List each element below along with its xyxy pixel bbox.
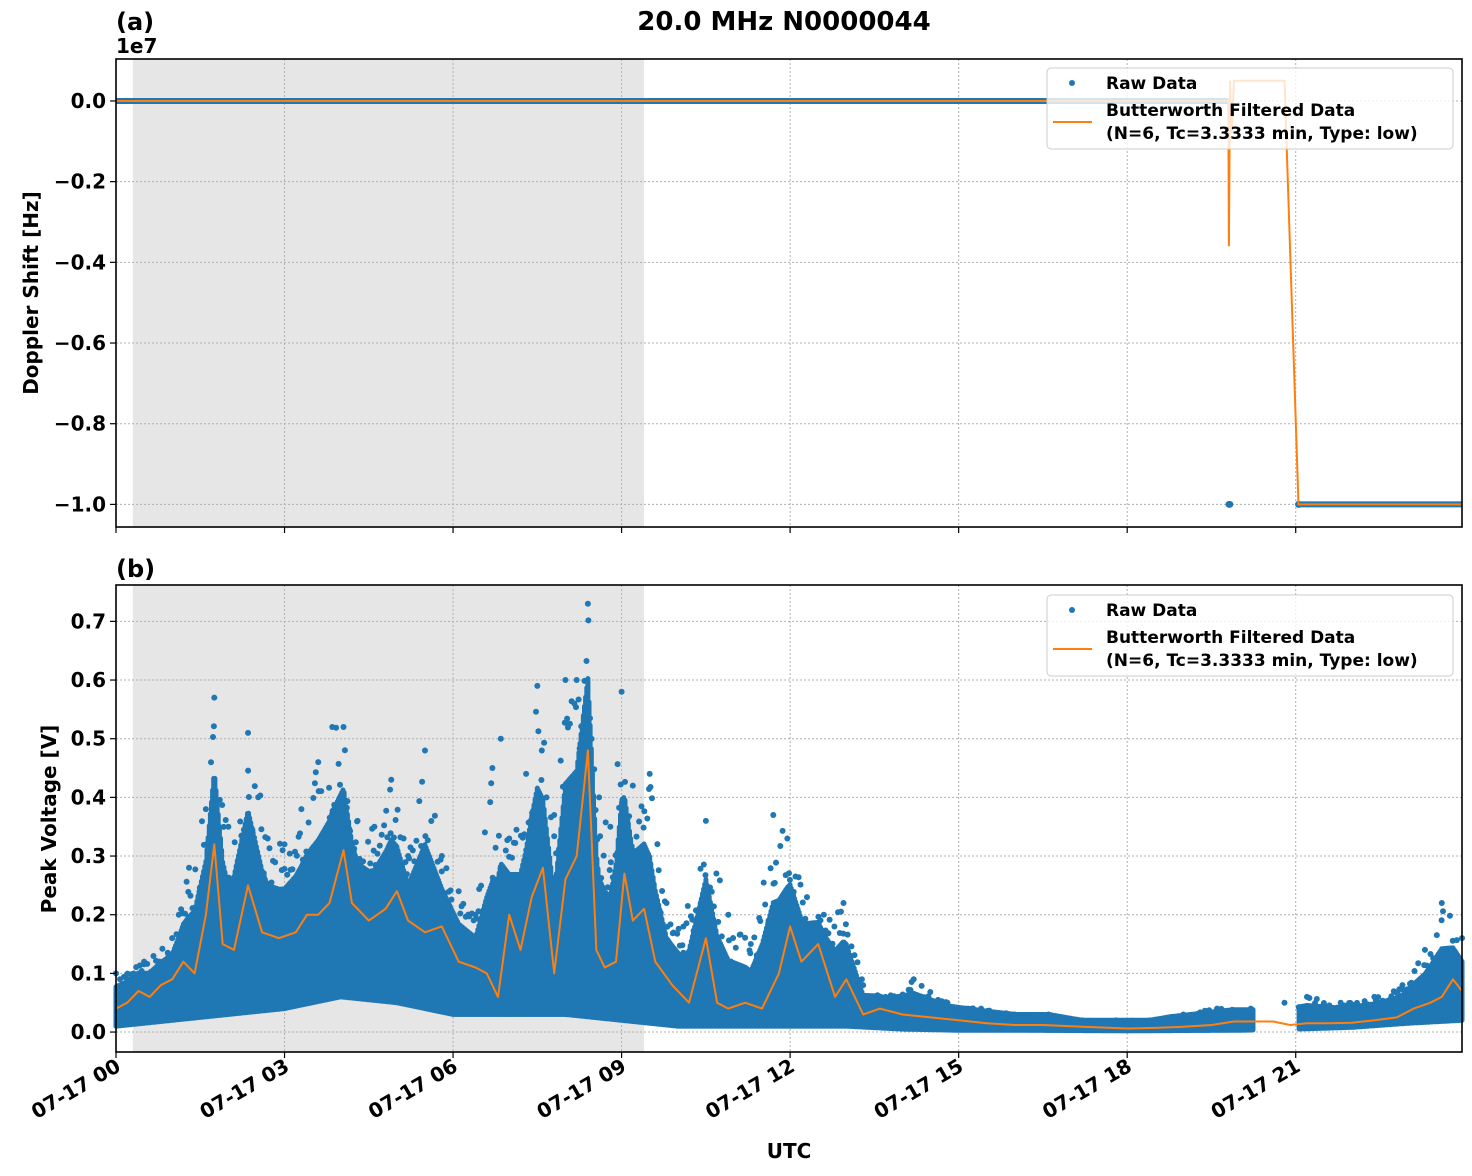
- panel-b: (b) 0.00.10.20.30.40.50.60.7 07-17 00 07-…: [27, 555, 1465, 1163]
- legend-a: Raw Data Butterworth Filtered Data (N=6,…: [1046, 67, 1454, 150]
- y-tick-label: 0.4: [71, 785, 106, 809]
- y-tick-label: −0.4: [54, 250, 106, 274]
- x-ticks-b: 07-17 00 07-17 03 07-17 06 07-17 09 07-17 12…: [27, 1052, 1304, 1124]
- x-tick-label: 07-17 12: [701, 1054, 799, 1124]
- panel-b-label: (b): [116, 555, 155, 583]
- x-tick-label: 07-17 03: [195, 1054, 293, 1124]
- x-tick-label: 07-17 00: [27, 1054, 125, 1124]
- legend-raw-marker-icon: [1069, 607, 1075, 613]
- y-axis-label-b: Peak Voltage [V]: [37, 725, 61, 914]
- y-tick-label: 0.0: [71, 89, 106, 113]
- x-tick-label: 07-17 09: [533, 1054, 631, 1124]
- y-axis-label-a: Doppler Shift [Hz]: [19, 191, 43, 395]
- panel-a-label: (a): [116, 8, 154, 36]
- y-tick-label: 0.7: [71, 609, 106, 633]
- legend-filtered-label: Butterworth Filtered Data: [1106, 628, 1355, 648]
- legend-filtered-params: (N=6, Tc=3.3333 min, Type: low): [1106, 124, 1418, 144]
- y-tick-label: 0.1: [71, 961, 106, 985]
- y-tick-label: −0.6: [54, 331, 106, 355]
- x-tick-label: 07-17 06: [364, 1054, 462, 1124]
- y-tick-label: 0.5: [71, 727, 106, 751]
- shaded-region-a: [132, 59, 645, 527]
- figure-title: 20.0 MHz N0000044: [637, 7, 930, 37]
- axes-frame-a: [115, 58, 1463, 528]
- x-tick-label: 07-17 15: [870, 1054, 968, 1124]
- y-tick-label: −1.0: [54, 492, 106, 516]
- y-tick-label: −0.8: [54, 412, 106, 436]
- x-ticks-a: [115, 527, 1297, 533]
- y-tick-label: 0.3: [71, 844, 106, 868]
- legend-raw-label: Raw Data: [1106, 601, 1197, 621]
- y-ticks-b: 0.0 0.1 0.2 0.3 0.4 0.5 0.6 0.7: [71, 609, 116, 1044]
- axes-frame-b: [115, 584, 1463, 1053]
- y-tick-label: 0.6: [71, 668, 106, 692]
- legend-filtered-params: (N=6, Tc=3.3333 min, Type: low): [1106, 651, 1418, 671]
- panel-a: (a) 1e7 0.0 −0.2 −0.4 −0.6 −0.8 −1.0 Doppler …: [19, 8, 1463, 533]
- legend-b: Raw Data Butterworth Filtered Data (N=6,…: [1046, 594, 1454, 677]
- y-ticks-a: 0.0 −0.2 −0.4 −0.6 −0.8 −1.0: [54, 89, 116, 516]
- legend-filtered-label: Butterworth Filtered Data: [1106, 101, 1355, 121]
- legend-raw-marker-icon: [1069, 80, 1075, 86]
- y-tick-label: 0.2: [71, 903, 106, 927]
- x-tick-label: 07-17 21: [1207, 1054, 1305, 1124]
- y-tick-label: 0.0: [71, 1020, 106, 1044]
- legend-raw-label: Raw Data: [1106, 74, 1197, 94]
- y-tick-label: −0.2: [54, 170, 106, 194]
- panel-a-offset-text: 1e7: [116, 34, 157, 58]
- x-axis-label: UTC: [767, 1139, 812, 1163]
- x-tick-label: 07-17 18: [1038, 1054, 1136, 1124]
